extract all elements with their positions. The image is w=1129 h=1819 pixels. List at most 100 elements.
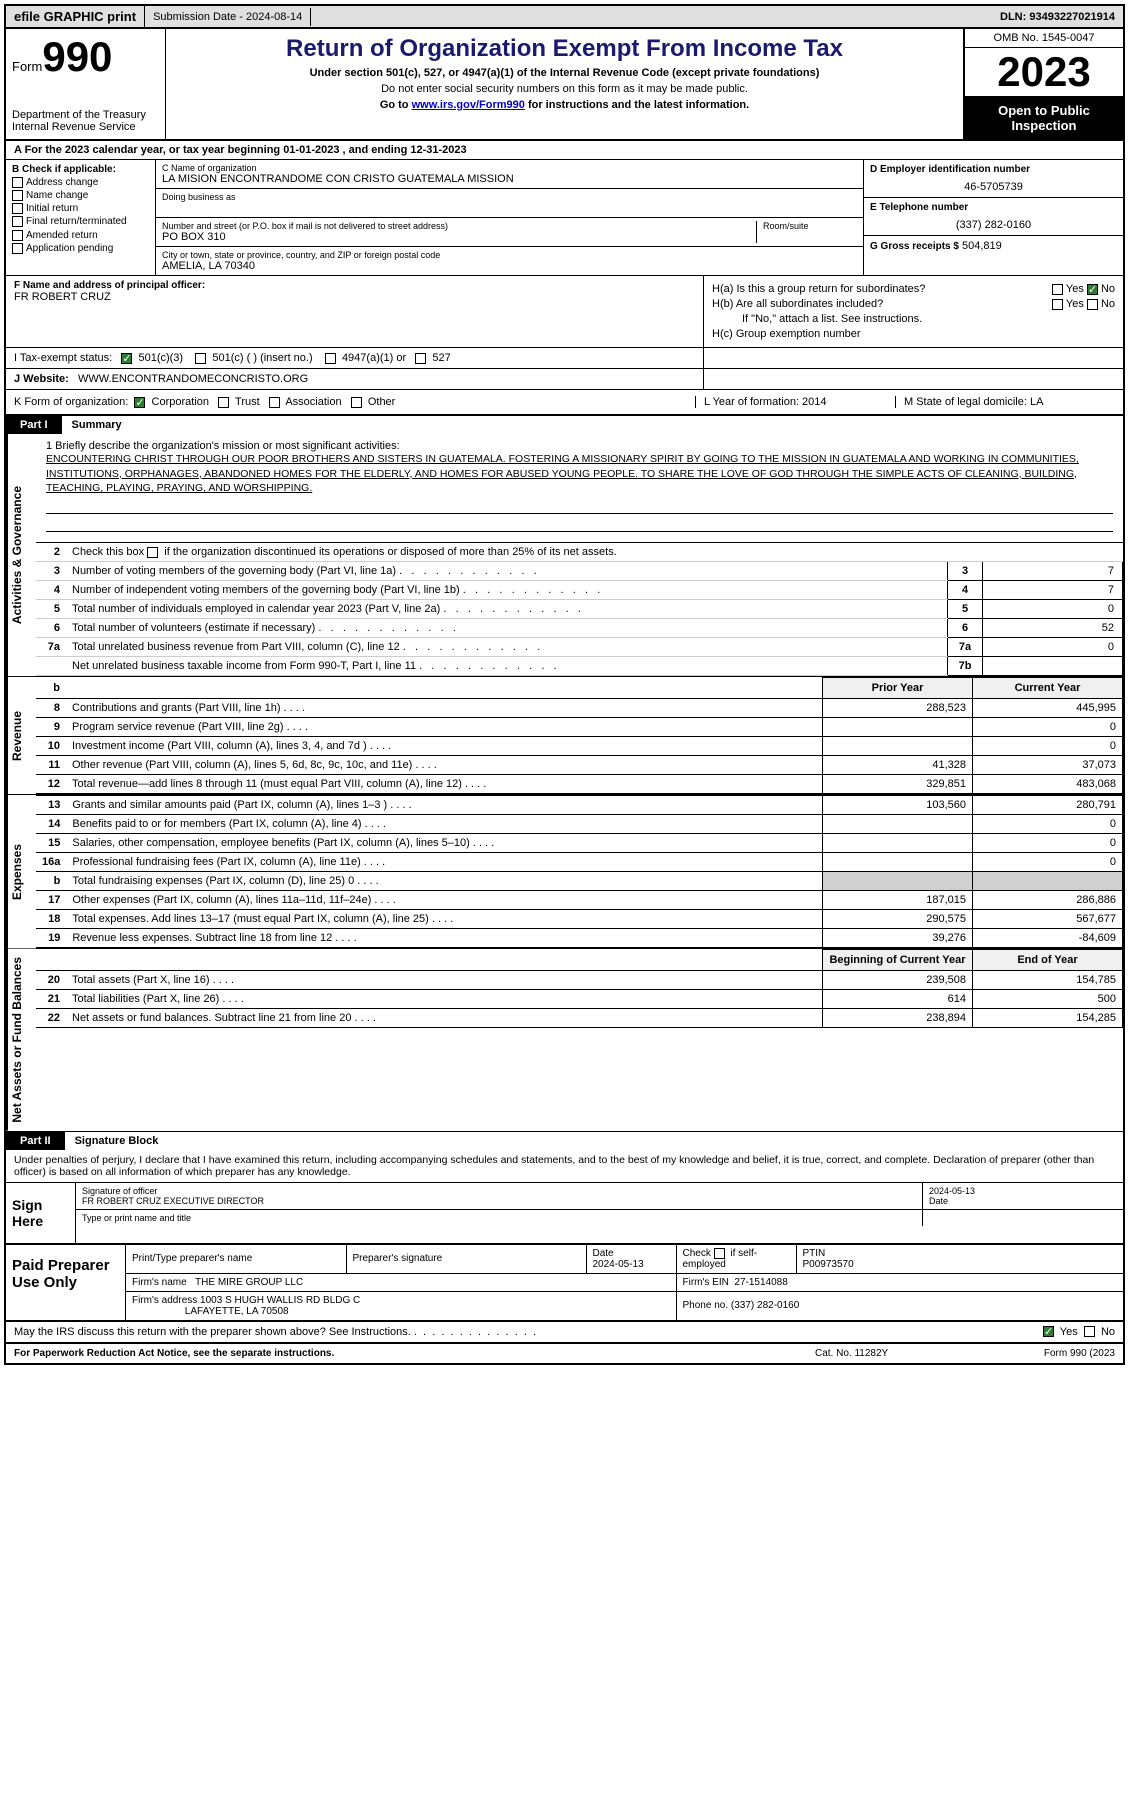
check-other[interactable] [351, 397, 362, 408]
dln: DLN: 93493227021914 [992, 8, 1123, 26]
check-trust[interactable] [218, 397, 229, 408]
check-address[interactable]: Address change [12, 177, 149, 188]
col-d: D Employer identification number 46-5705… [863, 160, 1123, 275]
prior-value [823, 737, 973, 756]
line-num: 16a [36, 853, 66, 872]
tax-year: 2023 [965, 48, 1123, 97]
prior-value [823, 718, 973, 737]
check-501c3[interactable] [121, 353, 132, 364]
firm-city: LAFAYETTE, LA 70508 [185, 1306, 289, 1317]
mission-intro: 1 Briefly describe the organization's mi… [46, 440, 1113, 452]
line-desc: Grants and similar amounts paid (Part IX… [66, 796, 822, 815]
side-governance: Activities & Governance [6, 434, 36, 676]
col-b-label: B Check if applicable: [12, 164, 149, 175]
line-num: 11 [36, 756, 66, 775]
line-desc: Total revenue—add lines 8 through 11 (mu… [66, 775, 823, 794]
prior-value [823, 872, 973, 891]
prep-name-header: Print/Type preparer's name [126, 1245, 346, 1274]
check-4947[interactable] [325, 353, 336, 364]
governance-section: Activities & Governance 1 Briefly descri… [6, 434, 1123, 677]
footer-row: For Paperwork Reduction Act Notice, see … [6, 1344, 1123, 1363]
side-net: Net Assets or Fund Balances [6, 949, 36, 1131]
line-num: 19 [36, 929, 66, 948]
firm-phone: (337) 282-0160 [731, 1300, 799, 1311]
check-amended[interactable]: Amended return [12, 230, 149, 241]
hb-line: H(b) Are all subordinates included? Yes … [712, 298, 1115, 310]
line-desc: Benefits paid to or for members (Part IX… [66, 815, 822, 834]
form-subtitle: Under section 501(c), 527, or 4947(a)(1)… [172, 67, 957, 79]
prior-value: 39,276 [823, 929, 973, 948]
k-row: K Form of organization: Corporation Trus… [6, 390, 1123, 416]
current-value: 154,285 [973, 1009, 1123, 1028]
part1-num: Part I [6, 416, 62, 434]
expenses-section: Expenses 13Grants and similar amounts pa… [6, 795, 1123, 949]
line-num: 15 [36, 834, 66, 853]
prior-value [823, 815, 973, 834]
prior-value: 187,015 [823, 891, 973, 910]
governance-table: 2Check this box Check this box if the or… [36, 543, 1123, 676]
part1-bar: Part I Summary [6, 416, 1123, 434]
discuss-no[interactable] [1084, 1326, 1095, 1337]
revenue-section: Revenue bPrior YearCurrent Year 8Contrib… [6, 677, 1123, 795]
line5-text: Total number of individuals employed in … [66, 600, 948, 619]
omb-number: OMB No. 1545-0047 [965, 29, 1123, 48]
check-assoc[interactable] [269, 397, 280, 408]
revenue-table: bPrior YearCurrent Year 8Contributions a… [36, 677, 1123, 794]
dept-label: Department of the Treasury Internal Reve… [12, 109, 159, 133]
line-num: 14 [36, 815, 66, 834]
line-num: 13 [36, 796, 66, 815]
end-year-header: End of Year [973, 950, 1123, 971]
line-desc: Other expenses (Part IX, column (A), lin… [66, 891, 822, 910]
org-city: AMELIA, LA 70340 [162, 260, 857, 272]
form-ref: Form 990 (2023 [965, 1348, 1115, 1359]
col-b: B Check if applicable: Address change Na… [6, 160, 156, 275]
check-final[interactable]: Final return/terminated [12, 216, 149, 227]
top-bar: efile GRAPHIC print Submission Date - 20… [6, 6, 1123, 29]
line5-value: 0 [983, 600, 1123, 619]
prep-date: 2024-05-13 [593, 1259, 644, 1270]
check-corp[interactable] [134, 397, 145, 408]
prior-value: 41,328 [823, 756, 973, 775]
line4-value: 7 [983, 581, 1123, 600]
prior-value [823, 834, 973, 853]
check-name[interactable]: Name change [12, 190, 149, 201]
current-value: 0 [973, 815, 1123, 834]
line7b-value [983, 657, 1123, 676]
goto-text: Go to www.irs.gov/Form990 for instructio… [172, 99, 957, 111]
current-value [973, 872, 1123, 891]
check-pending[interactable]: Application pending [12, 243, 149, 254]
current-value: 0 [973, 737, 1123, 756]
blank-line [46, 500, 1113, 514]
irs-link[interactable]: www.irs.gov/Form990 [412, 99, 525, 111]
line-desc: Total liabilities (Part X, line 26) . . … [66, 990, 823, 1009]
fg-block: F Name and address of principal officer:… [6, 276, 1123, 348]
check-initial[interactable]: Initial return [12, 203, 149, 214]
line-num: 21 [36, 990, 66, 1009]
prior-value: 290,575 [823, 910, 973, 929]
line-desc: Total assets (Part X, line 16) . . . . [66, 971, 823, 990]
prep-sig-header: Preparer's signature [346, 1245, 586, 1274]
check-527[interactable] [415, 353, 426, 364]
prior-value: 103,560 [823, 796, 973, 815]
form-subtitle2: Do not enter social security numbers on … [172, 83, 957, 95]
preparer-label: Paid Preparer Use Only [6, 1245, 126, 1320]
line7b-text: Net unrelated business taxable income fr… [66, 657, 948, 676]
discuss-yes[interactable] [1043, 1326, 1054, 1337]
website-row: J Website: WWW.ENCONTRANDOMECONCRISTO.OR… [6, 369, 1123, 390]
line-desc: Revenue less expenses. Subtract line 18 … [66, 929, 822, 948]
header-mid: Return of Organization Exempt From Incom… [166, 29, 963, 139]
expenses-table: 13Grants and similar amounts paid (Part … [36, 795, 1123, 948]
check-501c[interactable] [195, 353, 206, 364]
gross-label: G Gross receipts $ [870, 241, 959, 252]
preparer-block: Paid Preparer Use Only Print/Type prepar… [6, 1245, 1123, 1322]
side-revenue: Revenue [6, 677, 36, 794]
line-desc: Total fundraising expenses (Part IX, col… [66, 872, 822, 891]
current-year-header: Current Year [973, 678, 1123, 699]
sign-here-label: Sign Here [6, 1183, 76, 1243]
inspection-label: Open to Public Inspection [965, 97, 1123, 139]
officer-sig-name: FR ROBERT CRUZ EXECUTIVE DIRECTOR [82, 1196, 264, 1206]
line-desc: Other revenue (Part VIII, column (A), li… [66, 756, 823, 775]
line-desc: Contributions and grants (Part VIII, lin… [66, 699, 823, 718]
current-value: 154,785 [973, 971, 1123, 990]
website-url: WWW.ENCONTRANDOMECONCRISTO.ORG [78, 373, 308, 385]
